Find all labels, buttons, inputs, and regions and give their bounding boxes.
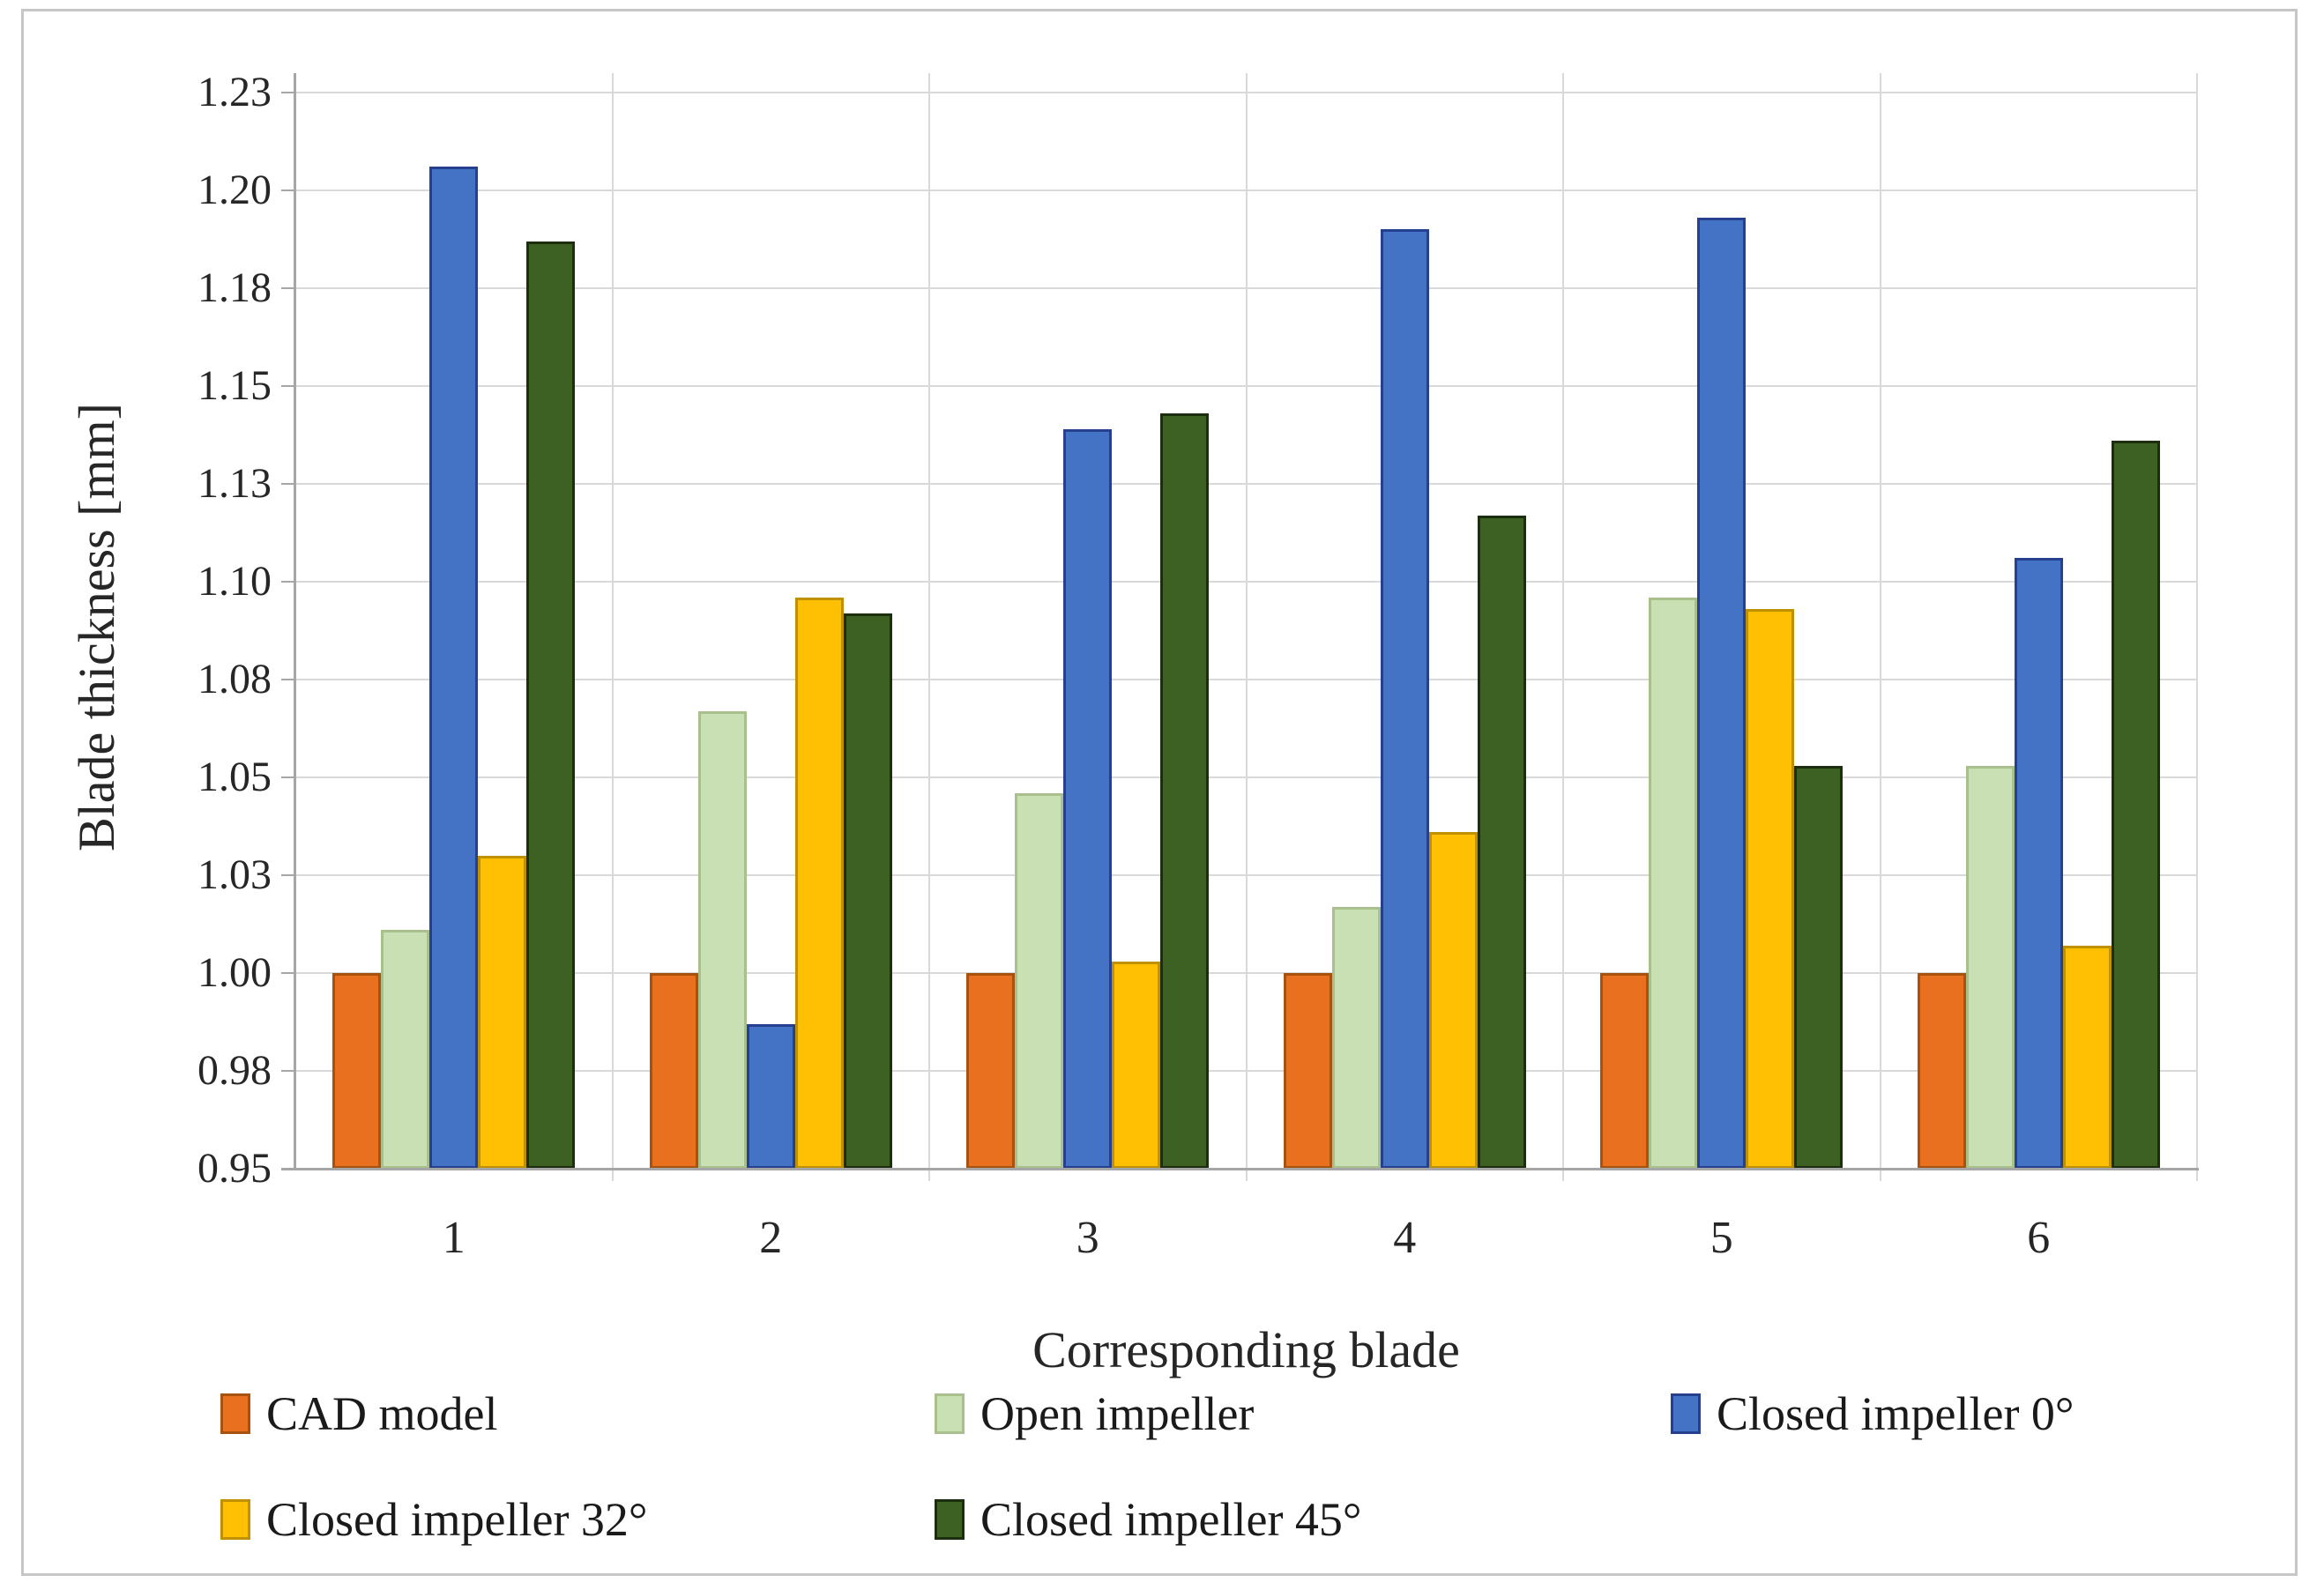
y-tick-label-0.95: 0.95	[197, 1145, 272, 1192]
legend-swatch-icon	[935, 1499, 965, 1540]
legend-item-open-impeller: Open impeller	[935, 1386, 1254, 1442]
y-axis-title: Blade thickness [mm]	[68, 403, 125, 852]
x-tick-label-4: 4	[1393, 1213, 1417, 1263]
plot-area	[295, 73, 2198, 1181]
y-tick-mark	[281, 972, 295, 974]
bar-open-impeller-blade-6	[1965, 765, 2015, 1169]
y-tick-mark	[281, 385, 295, 387]
bar-open-impeller-blade-3	[1015, 792, 1064, 1169]
y-tick-mark	[281, 1070, 295, 1072]
bar-closed-impeller-45--blade-2	[843, 613, 892, 1169]
y-tick-mark	[281, 287, 295, 289]
bar-closed-impeller-0--blade-5	[1697, 218, 1747, 1169]
y-tick-label-1.13: 1.13	[197, 460, 272, 507]
x-tick-label-2: 2	[759, 1213, 783, 1263]
bar-closed-impeller-45--blade-1	[526, 241, 576, 1169]
bar-closed-impeller-32--blade-3	[1112, 961, 1161, 1169]
bar-closed-impeller-45--blade-6	[2111, 441, 2160, 1169]
bar-closed-impeller-0--blade-6	[2014, 558, 2063, 1169]
y-tick-label-1.03: 1.03	[197, 851, 272, 898]
bar-closed-impeller-0--blade-3	[1063, 428, 1113, 1169]
x-axis-line	[281, 1168, 2199, 1170]
legend-label: Closed impeller 45°	[980, 1493, 1362, 1546]
bar-closed-impeller-32--blade-5	[1746, 609, 1795, 1169]
y-tick-label-1.23: 1.23	[197, 69, 272, 115]
bar-cad-model-blade-6	[1917, 973, 1966, 1169]
vertical-gridline	[928, 73, 930, 1181]
y-tick-label-0.98: 0.98	[197, 1047, 272, 1094]
x-tick-label-1: 1	[442, 1213, 466, 1263]
bar-cad-model-blade-4	[1283, 973, 1332, 1169]
vertical-gridline	[1245, 73, 1248, 1181]
legend-label: Closed impeller 32°	[266, 1493, 648, 1546]
x-tick-label-6: 6	[2027, 1213, 2051, 1263]
bar-cad-model-blade-5	[1600, 973, 1650, 1169]
bar-closed-impeller-0--blade-2	[746, 1023, 795, 1169]
legend-label: CAD model	[266, 1387, 498, 1440]
bar-open-impeller-blade-5	[1649, 597, 1698, 1169]
legend-label: Closed impeller 0°	[1717, 1387, 2074, 1440]
bar-closed-impeller-0--blade-1	[429, 167, 479, 1169]
bar-open-impeller-blade-1	[381, 930, 430, 1169]
y-tick-mark	[281, 92, 295, 93]
figure-border	[21, 9, 2298, 1576]
legend-item-closed-impeller-0-: Closed impeller 0°	[1671, 1386, 2074, 1442]
y-tick-mark	[281, 874, 295, 876]
bar-closed-impeller-32--blade-6	[2062, 945, 2112, 1169]
legend-swatch-icon	[220, 1499, 250, 1540]
bar-closed-impeller-0--blade-4	[1380, 229, 1429, 1169]
y-tick-label-1.00: 1.00	[197, 949, 272, 996]
legend-label: Open impeller	[980, 1387, 1255, 1440]
y-tick-label-1.05: 1.05	[197, 754, 272, 800]
vertical-gridline	[1562, 73, 1564, 1181]
y-tick-label-1.15: 1.15	[197, 362, 272, 409]
y-tick-label-1.18: 1.18	[197, 264, 272, 311]
y-tick-mark	[281, 776, 295, 778]
vertical-gridline	[611, 73, 614, 1181]
bar-closed-impeller-45--blade-5	[1794, 765, 1844, 1169]
legend-item-closed-impeller-45-: Closed impeller 45°	[935, 1491, 1362, 1548]
y-tick-mark	[281, 679, 295, 680]
legend-swatch-icon	[220, 1393, 250, 1434]
bar-cad-model-blade-2	[649, 973, 698, 1169]
legend-swatch-icon	[935, 1393, 965, 1434]
y-tick-label-1.08: 1.08	[197, 656, 272, 702]
bar-closed-impeller-45--blade-4	[1477, 515, 1526, 1169]
bar-open-impeller-blade-2	[697, 710, 747, 1169]
bar-closed-impeller-32--blade-2	[794, 597, 844, 1169]
bar-open-impeller-blade-4	[1331, 906, 1381, 1169]
bar-closed-impeller-32--blade-4	[1428, 832, 1478, 1169]
legend-item-cad-model: CAD model	[220, 1386, 498, 1442]
vertical-gridline	[1879, 73, 1881, 1181]
bar-cad-model-blade-3	[966, 973, 1016, 1169]
y-tick-label-1.10: 1.10	[197, 558, 272, 605]
bar-closed-impeller-32--blade-1	[478, 855, 527, 1169]
x-tick-label-3: 3	[1076, 1213, 1099, 1263]
y-tick-mark	[281, 189, 295, 191]
x-tick-label-5: 5	[1709, 1213, 1733, 1263]
x-axis-title: Corresponding blade	[1032, 1321, 1460, 1378]
legend-swatch-icon	[1671, 1393, 1701, 1434]
legend-item-closed-impeller-32-: Closed impeller 32°	[220, 1491, 648, 1548]
bar-cad-model-blade-1	[332, 973, 382, 1169]
y-axis-line	[294, 73, 296, 1170]
y-tick-mark	[281, 483, 295, 485]
vertical-gridline	[2196, 73, 2198, 1181]
bar-closed-impeller-45--blade-3	[1160, 413, 1210, 1169]
y-tick-mark	[281, 581, 295, 583]
y-tick-label-1.20: 1.20	[197, 167, 272, 213]
